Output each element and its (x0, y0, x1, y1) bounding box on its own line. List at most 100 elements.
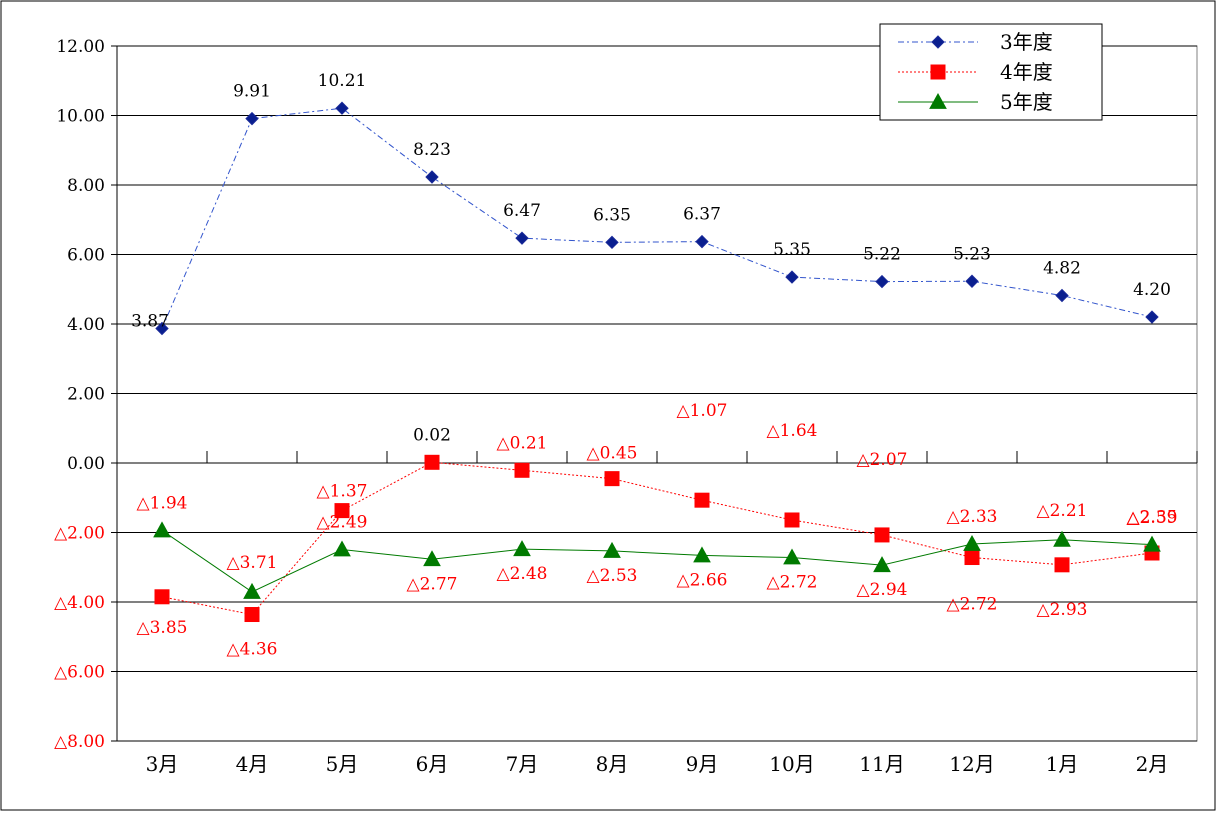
legend-label: 5年度 (1000, 90, 1053, 114)
data-label-5nendo: △2.53 (587, 566, 638, 586)
data-label-3nendo: 5.23 (953, 244, 991, 264)
data-label-5nendo: △2.66 (677, 570, 728, 590)
data-point-diamond (605, 235, 619, 250)
x-tick-label: 9月 (686, 752, 719, 776)
data-point-square (964, 550, 980, 566)
data-point-triangle (423, 550, 441, 567)
series-line (161, 107, 1153, 329)
data-label-4nendo: △2.93 (1037, 600, 1088, 620)
y-tick-label: △8.00 (54, 732, 105, 752)
series-layer (153, 101, 1161, 623)
data-label-5nendo: △2.33 (947, 507, 998, 527)
data-label-4nendo: △0.21 (497, 433, 548, 453)
data-label-3nendo: 10.21 (318, 71, 367, 91)
data-point-diamond (1055, 288, 1069, 303)
data-label-5nendo: △3.71 (227, 553, 278, 573)
data-point-triangle (1143, 535, 1161, 552)
data-point-diamond (155, 321, 169, 336)
legend-label: 4年度 (1000, 60, 1053, 84)
data-label-3nendo: 8.23 (413, 140, 451, 160)
data-point-triangle (929, 92, 947, 109)
x-tick-label: 7月 (506, 752, 539, 776)
data-point-triangle (1053, 530, 1071, 547)
data-point-diamond (245, 111, 259, 126)
data-point-square (424, 454, 440, 470)
data-label-4nendo: △2.72 (947, 595, 998, 615)
data-label-4nendo: △2.07 (857, 450, 908, 470)
data-label-5nendo: △2.72 (767, 573, 818, 593)
y-tick-label: 12.00 (56, 37, 105, 57)
data-point-square (930, 64, 946, 80)
data-point-square (154, 589, 170, 605)
data-point-diamond (515, 231, 529, 245)
data-point-triangle (783, 548, 801, 565)
label-layer: 3.87 9.91 10.21 8.23 6.47 6.35 6.37 5.35 5.22 5.2… (131, 71, 1177, 659)
series-line (161, 530, 1153, 593)
data-label-3nendo: 4.20 (1133, 280, 1171, 300)
data-point-square (604, 471, 620, 487)
data-point-square (784, 512, 800, 528)
data-point-diamond (965, 274, 979, 288)
data-label-4nendo: △4.36 (227, 640, 278, 660)
data-label-4nendo: △0.45 (587, 444, 638, 464)
data-label-4nendo: △3.85 (137, 618, 188, 638)
data-point-triangle (513, 540, 531, 557)
data-point-square (514, 462, 530, 478)
x-tick-label: 1月 (1046, 752, 1079, 776)
data-label-4nendo: 0.02 (413, 425, 451, 445)
data-label-5nendo: △1.94 (137, 493, 188, 513)
x-tick-label: 11月 (859, 752, 904, 776)
data-label-3nendo: 4.82 (1043, 259, 1081, 279)
data-label-3nendo: 5.22 (863, 245, 901, 265)
y-tick-label: 8.00 (67, 176, 105, 196)
data-label-5nendo: △2.48 (497, 564, 548, 584)
data-label-3nendo: 5.35 (773, 240, 811, 260)
data-point-diamond (785, 270, 799, 284)
data-point-square (334, 503, 350, 519)
data-label-3nendo: 6.47 (503, 201, 541, 221)
y-tick-label: △2.00 (54, 524, 105, 544)
data-label-3nendo: 6.37 (683, 205, 721, 225)
data-point-diamond (1145, 310, 1159, 324)
x-tick-label: 3月 (146, 752, 179, 776)
data-point-triangle (243, 582, 261, 599)
y-tick-label: 10.00 (56, 107, 105, 127)
legend: 3年度 4年度 5年度 (879, 23, 1103, 121)
data-point-triangle (333, 540, 351, 557)
data-point-diamond (931, 35, 945, 49)
legend-box (879, 23, 1103, 121)
data-point-triangle (693, 546, 711, 563)
y-tick-label: 4.00 (67, 315, 105, 335)
data-point-diamond (425, 170, 439, 184)
data-label-3nendo: 3.87 (131, 312, 169, 332)
x-tick-label: 6月 (416, 752, 449, 776)
data-point-square (244, 607, 260, 623)
axis-layer: 12.00 10.00 8.00 6.00 4.00 2.00 0.00 △2.00 △4.00… (54, 37, 1198, 776)
data-label-5nendo: △2.77 (407, 574, 458, 594)
data-point-square (874, 527, 890, 543)
x-tick-label: 4月 (236, 752, 269, 776)
data-label-4nendo: △1.64 (767, 421, 818, 441)
data-label-5nendo: △2.35 (1127, 508, 1178, 528)
data-point-triangle (873, 556, 891, 573)
data-point-triangle (153, 521, 171, 538)
data-label-4nendo: △1.07 (677, 401, 728, 421)
data-label-5nendo: △2.94 (857, 580, 908, 600)
y-tick-label: 0.00 (67, 454, 105, 474)
data-point-diamond (695, 234, 709, 249)
data-label-4nendo: △2.59 (1127, 508, 1178, 528)
data-point-diamond (335, 101, 349, 115)
data-label-4nendo: △1.37 (317, 482, 368, 502)
data-label-3nendo: 9.91 (233, 82, 271, 102)
data-point-square (1054, 557, 1070, 573)
legend-label: 3年度 (1000, 30, 1053, 54)
data-point-triangle (603, 541, 621, 558)
x-tick-label: 5月 (326, 752, 359, 776)
x-tick-label: 10月 (769, 752, 814, 776)
data-label-3nendo: 6.35 (593, 205, 631, 225)
y-tick-label: 2.00 (67, 385, 105, 405)
x-tick-label: 8月 (596, 752, 629, 776)
